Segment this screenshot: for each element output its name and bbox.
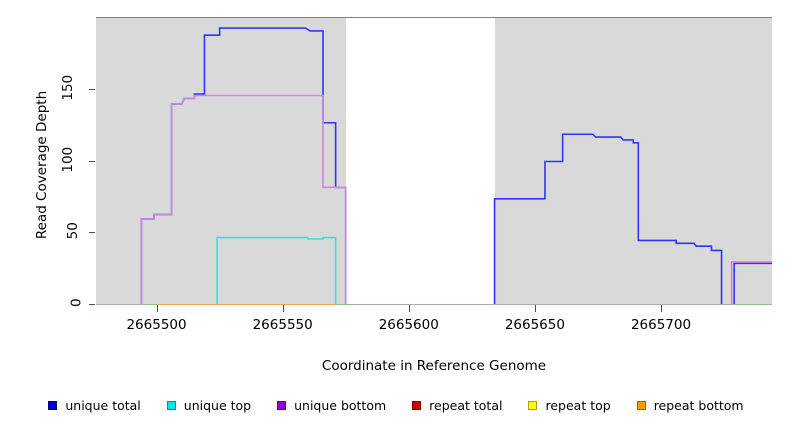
y-tick-label: 150 — [60, 74, 77, 101]
x-tick-label: 2665700 — [630, 317, 692, 333]
legend-item-label: unique bottom — [294, 398, 387, 413]
x-tick-mark — [661, 305, 662, 312]
y-tick-label: 50 — [64, 222, 81, 240]
x-tick-label: 2665600 — [378, 317, 439, 333]
y-tick-label: 100 — [60, 146, 77, 173]
legend-swatch-icon — [277, 401, 287, 410]
legend-item-label: repeat bottom — [653, 398, 744, 413]
legend-swatch-icon — [166, 401, 176, 410]
legend-item-label: unique top — [183, 398, 252, 413]
x-tick-mark — [534, 305, 536, 312]
series-line — [96, 27, 772, 305]
y-tick-mark — [89, 88, 95, 90]
legend-item[interactable]: repeat top — [528, 398, 611, 413]
legend-item[interactable]: unique top — [166, 398, 252, 413]
x-tick-label: 2665650 — [504, 317, 565, 333]
legend-swatch-icon — [412, 401, 422, 410]
x-tick-label: 2665550 — [252, 317, 313, 333]
shaded-band — [494, 18, 772, 305]
legend-swatch-icon — [48, 401, 58, 410]
series-lines — [96, 27, 772, 305]
x-tick-mark — [282, 305, 284, 312]
legend-swatch-icon — [528, 401, 538, 410]
series-line — [96, 94, 772, 305]
legend-item-label: repeat total — [429, 398, 503, 413]
x-tick-mark — [408, 305, 410, 312]
series-line — [96, 236, 772, 305]
legend-item[interactable]: repeat total — [412, 398, 502, 413]
y-tick-mark — [89, 160, 95, 162]
legend-item-label: unique total — [65, 398, 141, 413]
x-tick-label: 2665500 — [126, 317, 187, 333]
y-tick-mark — [89, 304, 95, 305]
legend-item[interactable]: unique total — [48, 398, 141, 413]
legend: unique total unique top unique bottom repea… — [0, 398, 792, 413]
x-axis-title: Coordinate in Reference Genome — [321, 358, 547, 374]
legend-swatch-icon — [636, 401, 646, 410]
y-tick-label: 0 — [68, 298, 85, 308]
legend-item[interactable]: unique bottom — [277, 398, 386, 413]
plot-area — [96, 17, 772, 305]
legend-item[interactable]: repeat bottom — [636, 398, 744, 413]
x-tick-mark — [156, 305, 158, 312]
shaded-band — [96, 18, 346, 305]
legend-item-label: repeat top — [545, 398, 611, 413]
y-tick-mark — [89, 232, 95, 234]
